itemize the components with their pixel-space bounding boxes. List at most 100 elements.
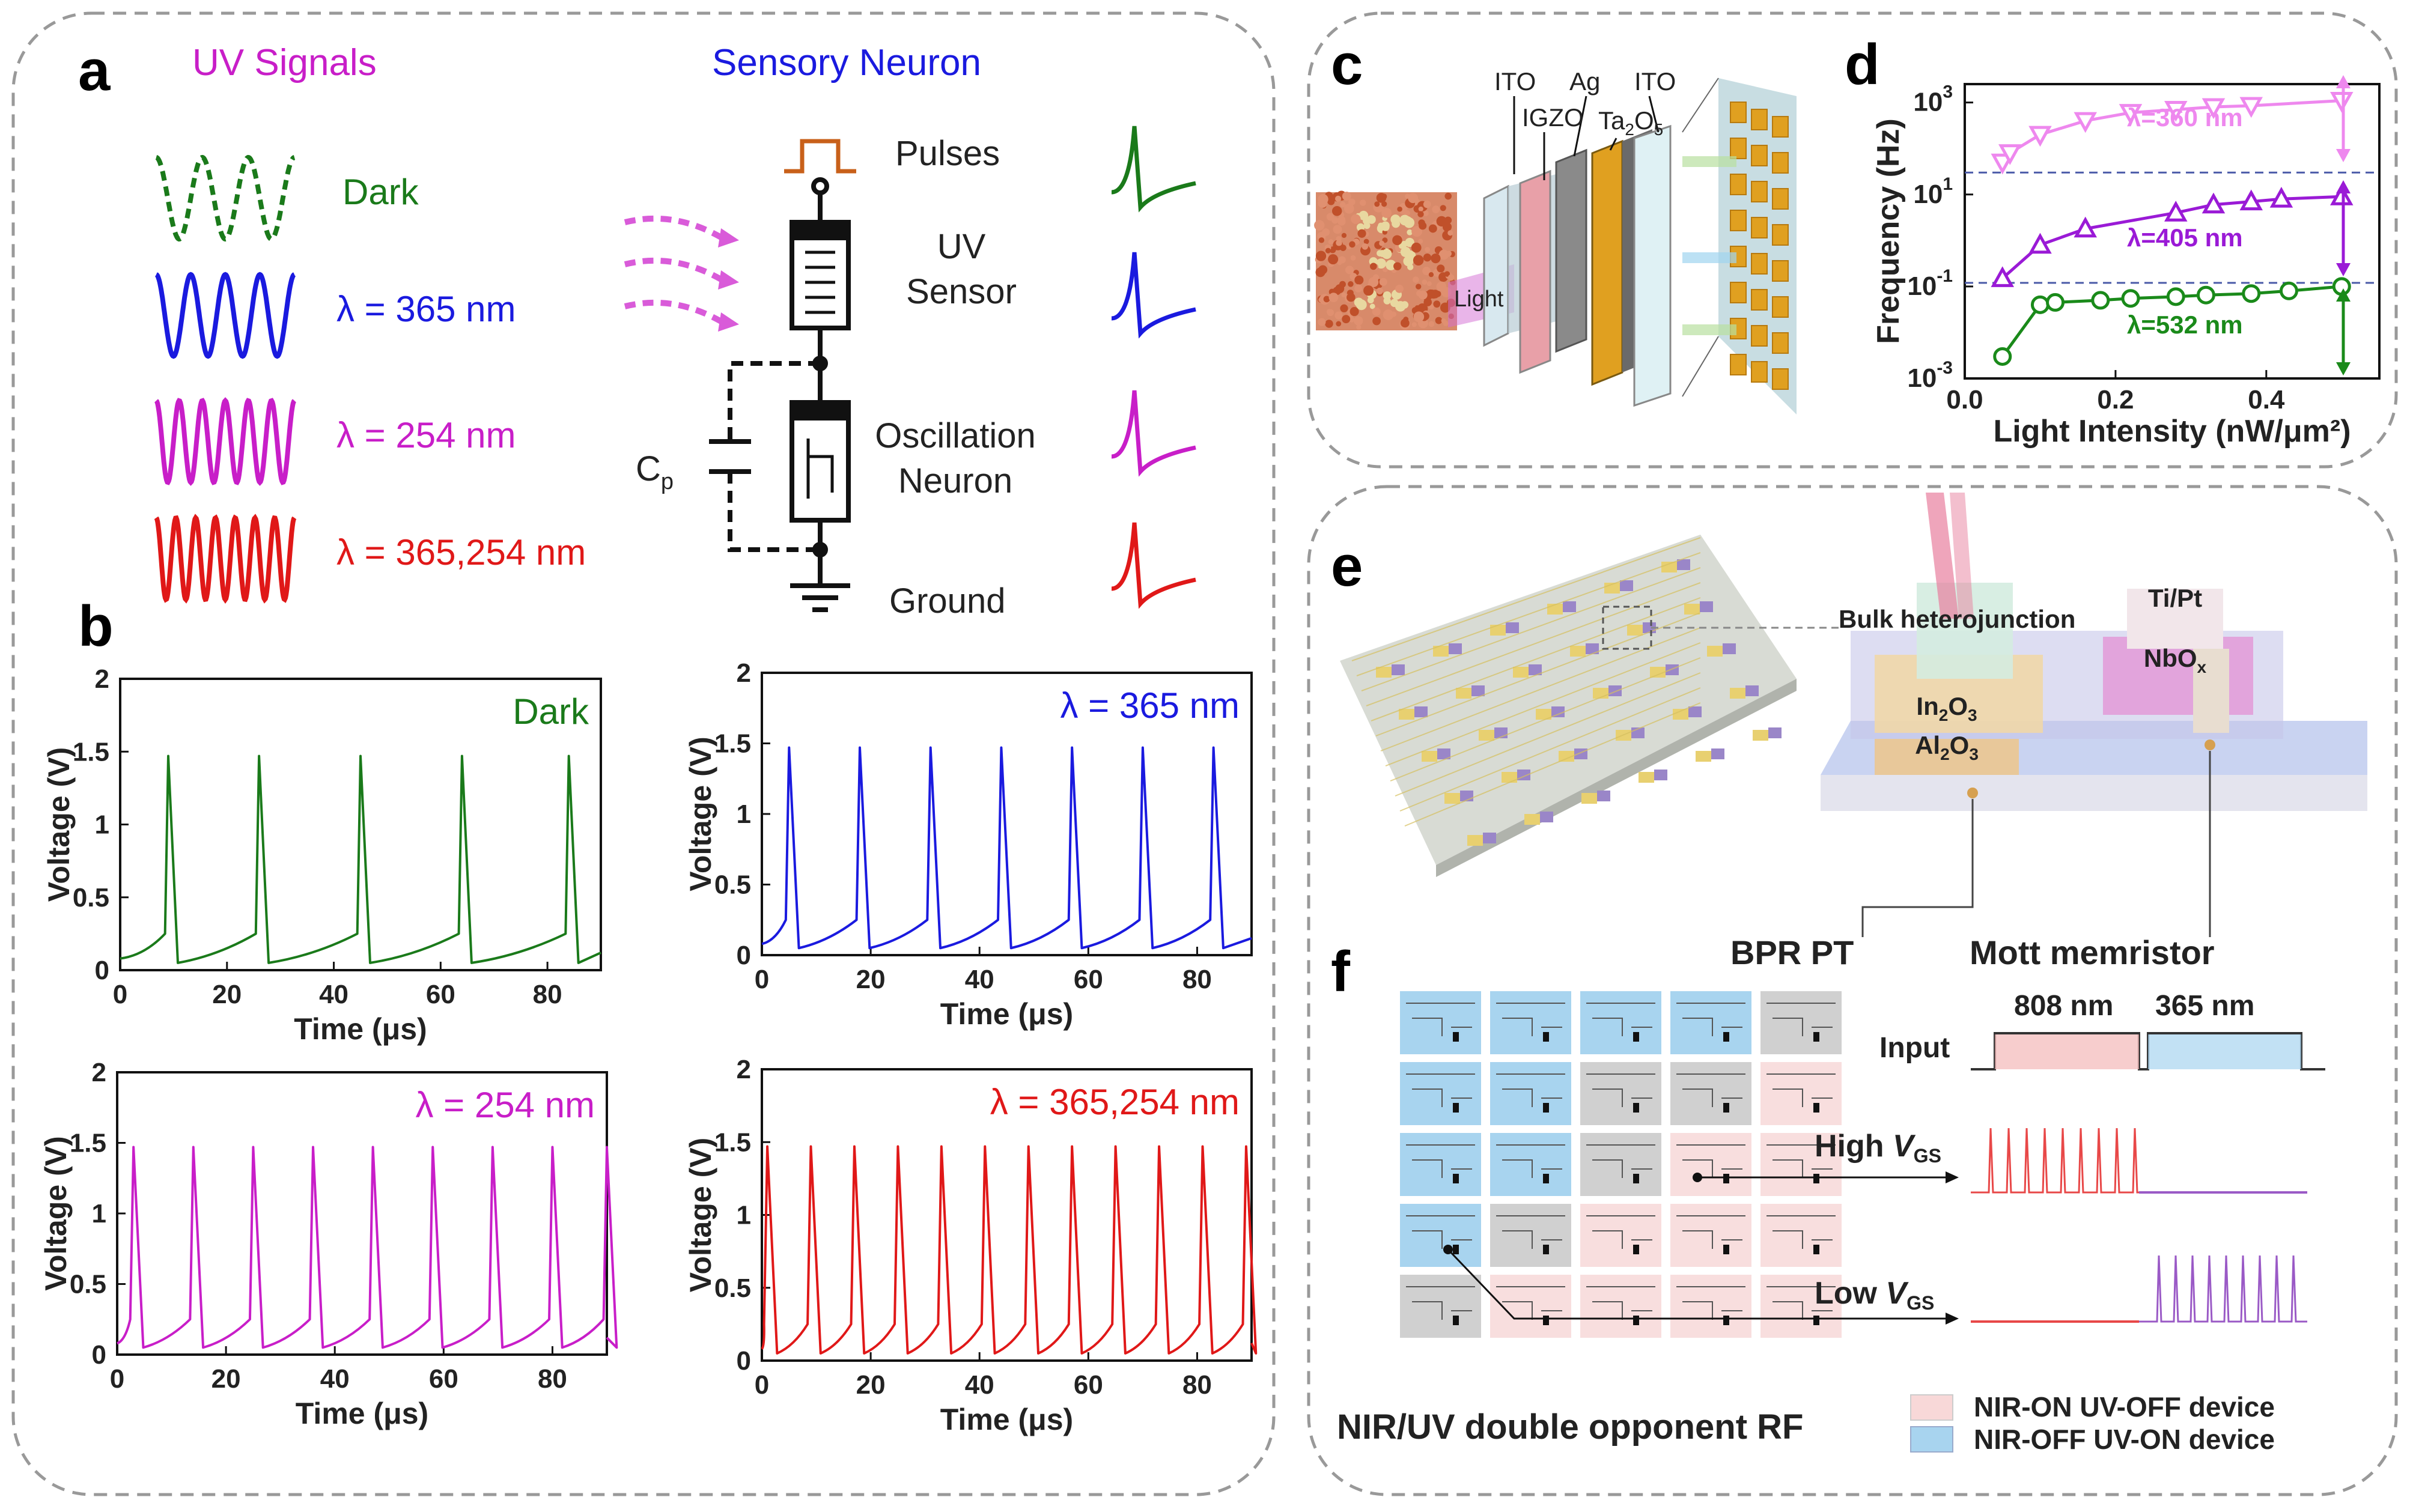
x-tick-label: 0	[110, 1364, 124, 1394]
d-point	[2121, 289, 2140, 308]
d-x-tick: 0.4	[2248, 385, 2285, 414]
panel-label-b: b	[78, 594, 114, 658]
rf-cell	[1760, 1275, 1842, 1338]
d-point	[2242, 284, 2261, 303]
d-x-axis-label: Light Intensity (nW/μm²)	[1993, 414, 2351, 449]
x-tick-label: 0	[755, 1370, 769, 1400]
circuit-uv-sensor: UV Sensor	[906, 227, 1017, 311]
voltage-trace	[117, 1146, 618, 1349]
d-y-tick: 103	[1913, 82, 1953, 117]
y-tick-label: 1	[95, 810, 109, 840]
signal-label-254: λ = 254 nm	[336, 415, 516, 455]
d-series-label: λ=532 nm	[2127, 311, 2243, 339]
y-tick-label: 2	[95, 664, 109, 694]
y-tick-label: 0.5	[714, 1274, 751, 1303]
sensory-neuron-circuit	[709, 139, 856, 612]
panel-label-a: a	[78, 38, 111, 103]
rf-cell	[1400, 1062, 1481, 1125]
x-tick-label: 40	[965, 1370, 994, 1400]
d-series-label: λ=360 nm	[2127, 103, 2243, 132]
bpr-pt-label: BPR PT	[1730, 934, 1854, 971]
voltage-trace	[761, 746, 1252, 950]
d-point	[2028, 232, 2052, 254]
rf-cell	[1490, 991, 1571, 1054]
rf-cell	[1580, 1062, 1661, 1125]
x-tick-label: 40	[320, 1364, 350, 1394]
panel-label-d: d	[1845, 32, 1880, 97]
device-cross-section	[1821, 493, 2367, 937]
uv-signals-title: UV Signals	[192, 42, 377, 83]
tipt-label: Ti/Pt	[2148, 584, 2202, 612]
output-spike	[1111, 126, 1196, 213]
x-tick-label: 20	[212, 980, 242, 1009]
x-tick-label: 40	[965, 965, 994, 994]
y-tick-label: 0.5	[73, 883, 109, 912]
y-tick-label: 2	[92, 1058, 106, 1087]
x-tick-label: 0	[755, 965, 769, 994]
signal-label-365: λ = 365 nm	[336, 289, 516, 329]
d-y-tick: 10-1	[1907, 266, 1953, 301]
low-vgs-label: Low VGS	[1815, 1276, 1934, 1314]
d-point	[2202, 192, 2226, 214]
rf-cell	[1400, 1204, 1481, 1267]
light-label: Light	[1454, 287, 1504, 312]
x-tick-label: 80	[1182, 965, 1212, 994]
panel-label-c: c	[1331, 32, 1363, 97]
layer-igzo: IGZO	[1522, 103, 1584, 132]
layer-ta2o5: Ta2O5	[1598, 106, 1663, 139]
d-point	[2239, 97, 2263, 118]
signal-label-365-254: λ = 365,254 nm	[336, 532, 586, 572]
x-tick-label: 80	[1182, 1370, 1212, 1400]
d-point	[2196, 285, 2215, 305]
y-tick-label: 1.5	[70, 1129, 106, 1158]
y-axis-label: Voltage (V)	[684, 1138, 717, 1292]
sensor-array	[1682, 78, 1797, 414]
circuit-oscillation-neuron: Oscillation Neuron	[875, 416, 1036, 500]
d-point	[2074, 216, 2097, 238]
panel-ab-frame	[11, 11, 1276, 1496]
d-point	[2030, 295, 2049, 314]
rf-cell	[1490, 1062, 1571, 1125]
circuit-cp: Cp	[636, 449, 674, 494]
rf-cell	[1490, 1133, 1571, 1196]
d-point	[2164, 201, 2188, 222]
signal-label-dark: Dark	[342, 172, 419, 212]
rf-cell	[1670, 1275, 1751, 1338]
x-tick-label: 0	[113, 980, 127, 1009]
d-series-label: λ=405 nm	[2127, 223, 2243, 252]
al2o3-label: Al2O3	[1915, 731, 1979, 764]
d-point	[2279, 281, 2298, 300]
x-tick-label: 80	[538, 1364, 567, 1394]
rf-caption: NIR/UV double opponent RF	[1337, 1407, 1803, 1447]
mott-memristor-label: Mott memristor	[1970, 934, 2215, 971]
y-tick-label: 0	[92, 1340, 106, 1370]
signal-wave	[154, 397, 296, 486]
rf-cell	[1580, 991, 1661, 1054]
y-tick-label: 1.5	[73, 737, 109, 767]
ishihara-plate	[1314, 190, 1457, 330]
d-y-tick: 101	[1913, 174, 1953, 209]
d-point	[2202, 98, 2226, 120]
rf-cell	[1490, 1275, 1571, 1338]
y-tick-label: 0.5	[714, 870, 751, 900]
signal-wave	[154, 272, 296, 359]
d-plot-frame	[1964, 83, 2381, 380]
rf-cell	[1490, 1204, 1571, 1267]
voltage-trace	[120, 754, 601, 964]
legend-nir-on: NIR-ON UV-OFF device	[1974, 1391, 2275, 1422]
legend-swatch-nir-on	[1910, 1394, 1953, 1421]
y-tick-label: 1	[737, 1201, 751, 1230]
d-point	[1993, 347, 2012, 366]
y-tick-label: 0	[737, 1346, 751, 1376]
d-point	[2239, 189, 2263, 211]
nbox-label: NbOx	[2144, 644, 2207, 676]
y-axis-label: Voltage (V)	[684, 736, 717, 891]
uv-light-arrows	[624, 215, 739, 332]
y-tick-label: 0.5	[70, 1270, 106, 1299]
x-axis-label: Time (μs)	[940, 997, 1073, 1031]
output-spike	[1111, 390, 1196, 477]
rf-cell	[1670, 1204, 1751, 1267]
rf-cell	[1670, 1062, 1751, 1125]
